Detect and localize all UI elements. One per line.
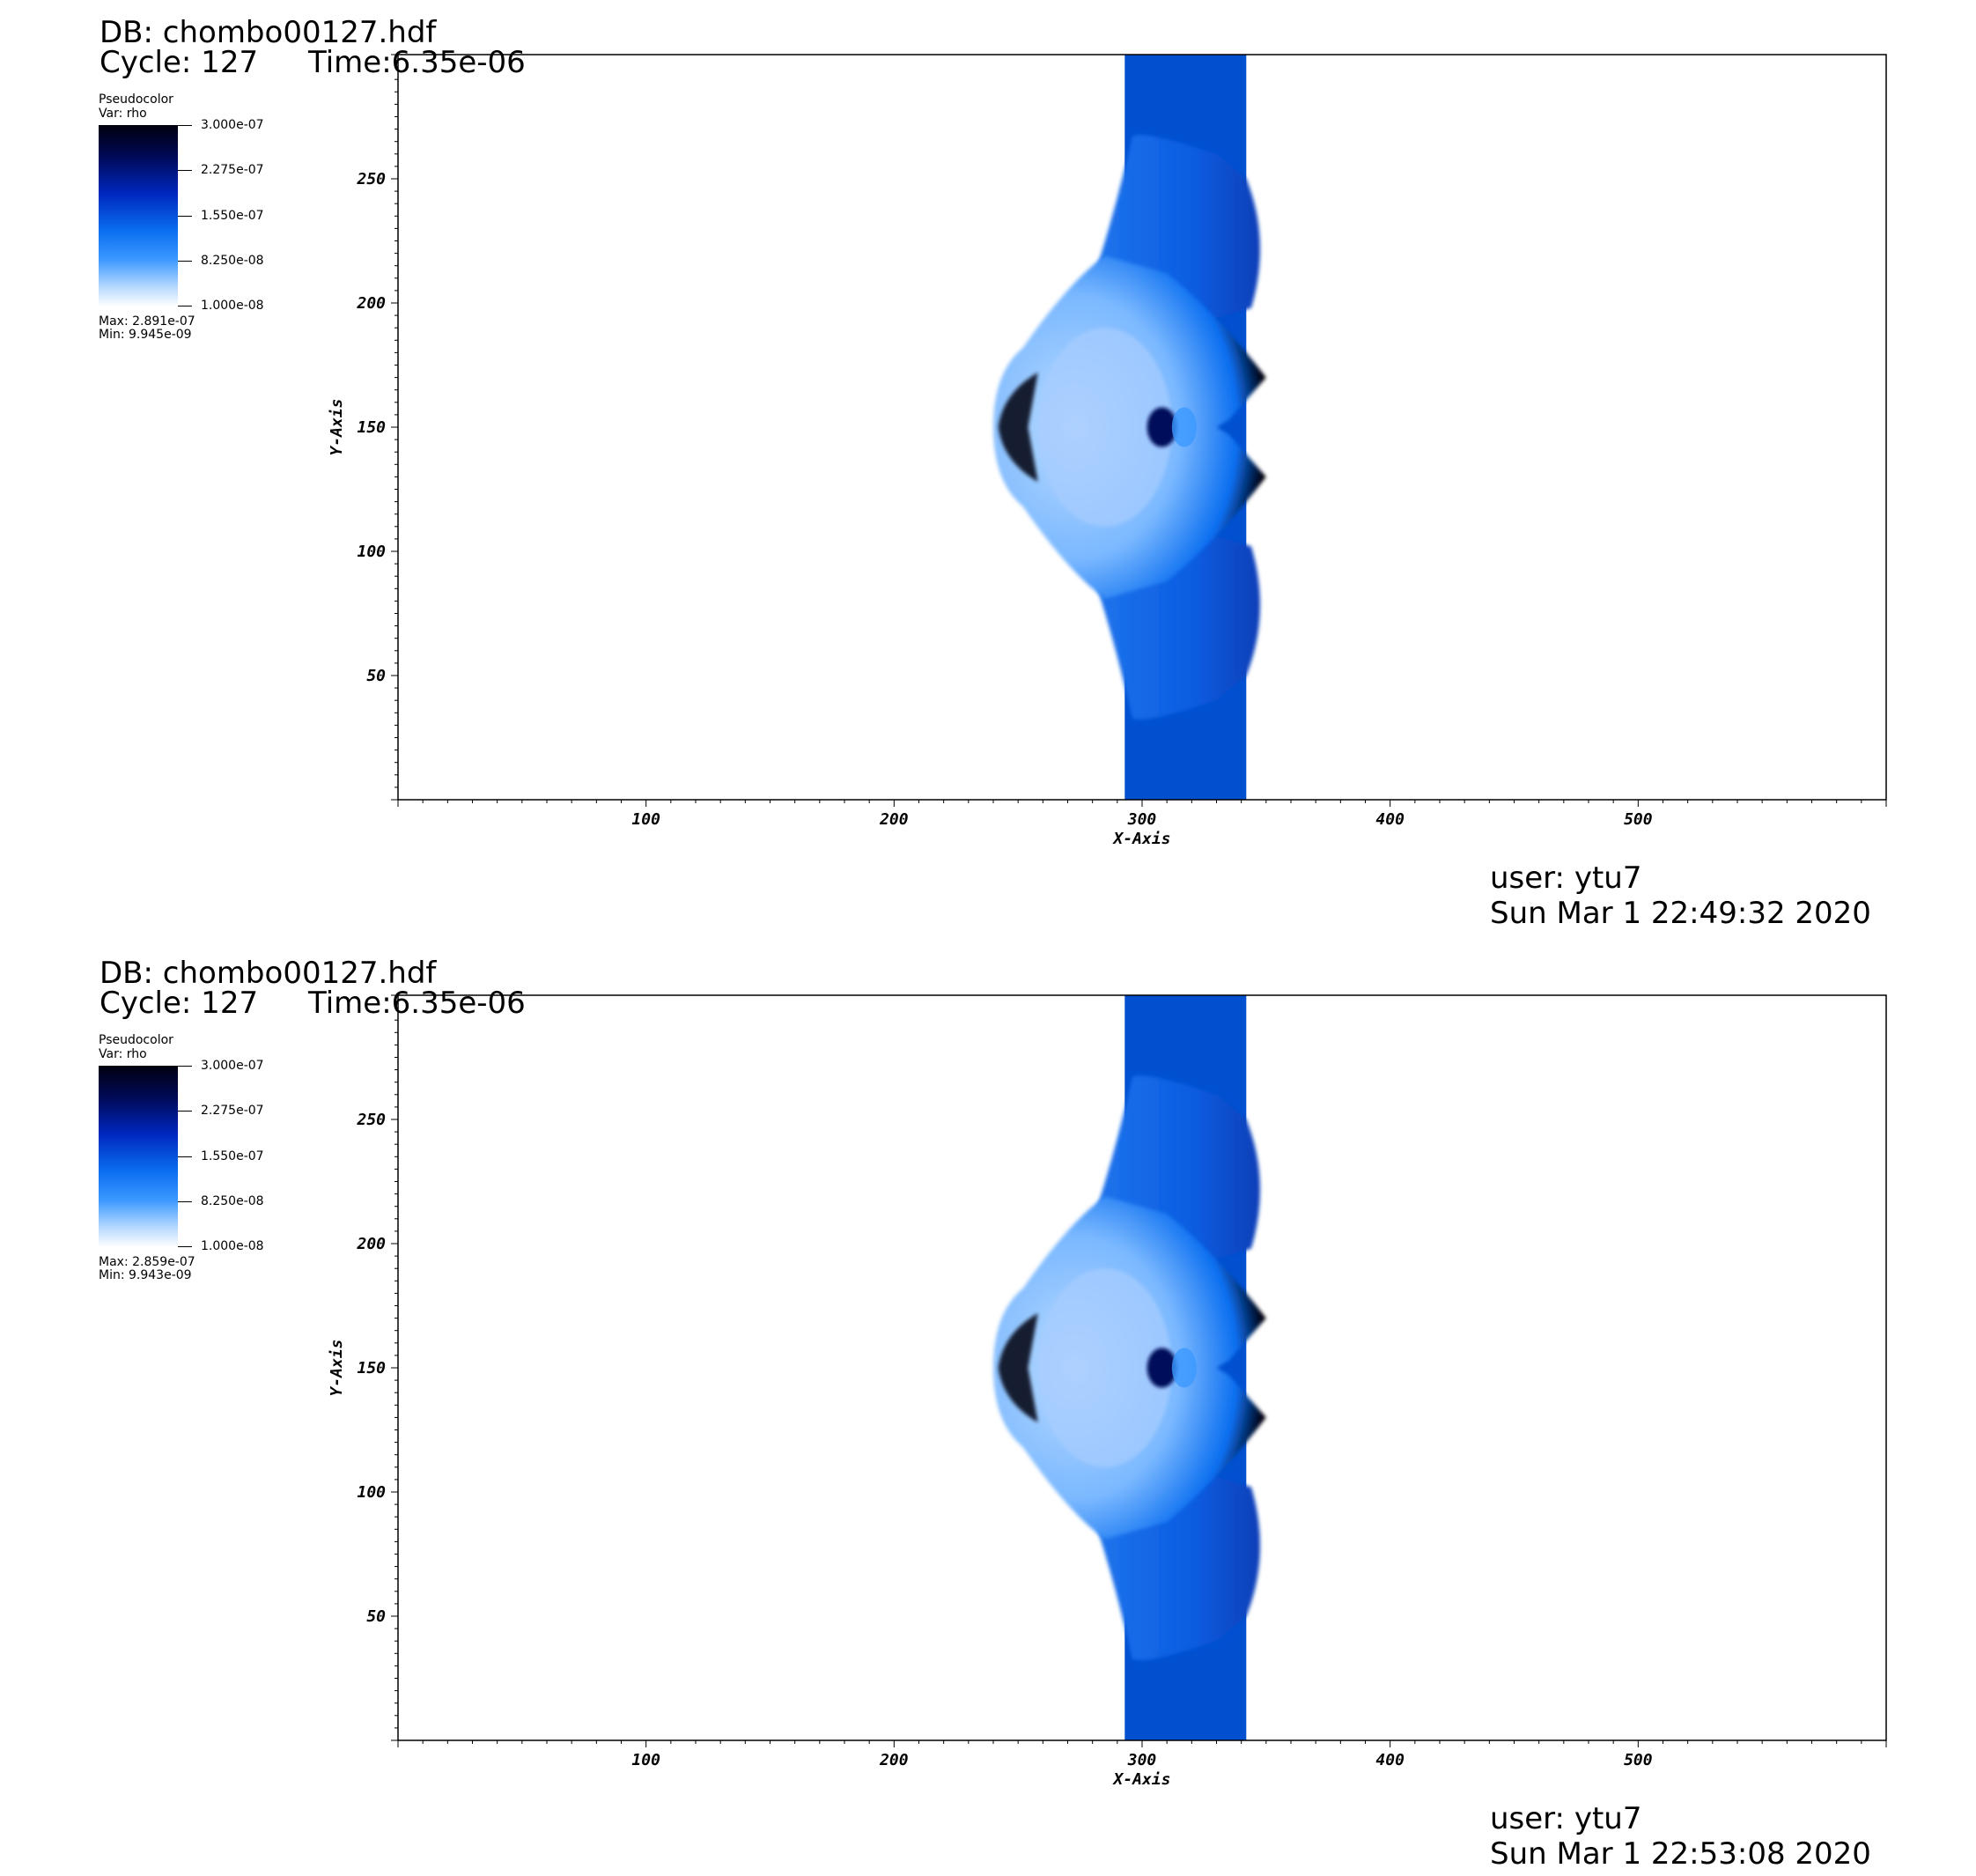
- chart-svg: 100 200 300 400 500 50 100 150 200 250 X-Axis Y-Axi…: [328, 54, 1887, 848]
- legend-tick: [178, 216, 192, 217]
- x-tick-label: 500: [1624, 810, 1653, 829]
- legend-max: Max: 2.859e-07: [99, 1255, 195, 1269]
- knot-halo: [1171, 407, 1197, 447]
- legend-tick-label: 8.250e-08: [201, 254, 264, 268]
- colorbar: [99, 125, 178, 307]
- chart-svg: 100 200 300 400 500 50 100 150 200 250 X-Axis Y-Axi…: [328, 994, 1887, 1789]
- time-label: Time:6.35e-06: [308, 45, 526, 80]
- x-axis-label: X-Axis: [1111, 1770, 1170, 1789]
- y-tick-label: 250: [356, 1111, 386, 1129]
- x-tick-label: 300: [1127, 1751, 1157, 1769]
- legend-tick-label: 2.275e-07: [201, 1104, 264, 1118]
- db-label: DB: chombo00127.hdf: [100, 956, 437, 991]
- x-tick-label: 400: [1375, 1751, 1405, 1769]
- legend-title: Pseudocolor: [99, 92, 173, 107]
- legend-tick-label: 1.550e-07: [201, 209, 264, 223]
- y-tick-label: 100: [357, 1483, 386, 1502]
- y-tick-label: 200: [356, 1235, 386, 1253]
- plot-panel-top: DB: chombo00127.hdf Cycle: 127 Time:6.35…: [0, 0, 1976, 935]
- legend-tick-label: 8.250e-08: [201, 1194, 264, 1208]
- legend-tick: [178, 306, 192, 307]
- db-label: DB: chombo00127.hdf: [100, 15, 437, 50]
- y-axis-label: Y-Axis: [328, 1339, 346, 1396]
- legend-tick-label: 1.000e-08: [201, 299, 264, 313]
- y-tick-label: 100: [357, 543, 386, 561]
- y-tick-label: 50: [366, 1607, 386, 1626]
- colorbar-legend: Pseudocolor Var: rho 3.000e-07 2.275e-07…: [99, 93, 292, 349]
- colorbar: [99, 1066, 178, 1247]
- y-tick-label: 150: [357, 418, 386, 437]
- legend-min: Min: 9.945e-09: [99, 328, 192, 342]
- legend-tick-label: 3.000e-07: [201, 118, 264, 132]
- legend-title: Pseudocolor: [99, 1033, 173, 1047]
- inner-region: [1037, 328, 1172, 527]
- legend-tick-label: 3.000e-07: [201, 1059, 264, 1073]
- x-tick-label: 100: [631, 810, 660, 829]
- y-tick-label: 150: [357, 1359, 386, 1377]
- legend-tick: [178, 1111, 192, 1112]
- legend-var: Var: rho: [99, 1047, 147, 1061]
- x-tick-label: 100: [631, 1751, 660, 1769]
- date-label: Sun Mar 1 22:53:08 2020: [1490, 1836, 1871, 1872]
- legend-var: Var: rho: [99, 107, 147, 121]
- density-knot: [1147, 1348, 1177, 1388]
- legend-tick-label: 1.000e-08: [201, 1239, 264, 1253]
- cycle-label: Cycle: 127: [100, 45, 259, 80]
- x-tick-label: 200: [879, 810, 909, 829]
- legend-tick: [178, 1156, 192, 1157]
- time-label: Time:6.35e-06: [308, 986, 526, 1021]
- legend-tick: [178, 1066, 192, 1067]
- x-tick-label: 400: [1375, 810, 1405, 829]
- y-tick-label: 200: [356, 294, 386, 313]
- legend-min: Min: 9.943e-09: [99, 1268, 192, 1282]
- y-tick-label: 50: [366, 667, 386, 685]
- knot-halo: [1171, 1348, 1197, 1388]
- x-tick-label: 200: [879, 1751, 909, 1769]
- legend-tick-label: 2.275e-07: [201, 163, 264, 177]
- x-tick-label: 500: [1624, 1751, 1653, 1769]
- user-label: user: ytu7: [1490, 860, 1642, 896]
- legend-tick: [178, 170, 192, 171]
- x-tick-label: 300: [1127, 810, 1157, 829]
- legend-tick: [178, 261, 192, 262]
- date-label: Sun Mar 1 22:49:32 2020: [1490, 896, 1871, 931]
- shock-front: [998, 372, 1038, 483]
- x-axis-label: X-Axis: [1111, 830, 1170, 848]
- legend-max: Max: 2.891e-07: [99, 314, 195, 329]
- y-tick-label: 250: [356, 170, 386, 188]
- cycle-label: Cycle: 127: [100, 986, 259, 1021]
- density-knot: [1147, 407, 1177, 447]
- legend-tick: [178, 1246, 192, 1247]
- user-label: user: ytu7: [1490, 1801, 1642, 1836]
- inner-region: [1037, 1268, 1172, 1467]
- legend-tick: [178, 1201, 192, 1202]
- y-axis-label: Y-Axis: [328, 398, 346, 455]
- legend-tick-label: 1.550e-07: [201, 1149, 264, 1163]
- colorbar-legend: Pseudocolor Var: rho 3.000e-07 2.275e-07…: [99, 1034, 292, 1289]
- legend-tick: [178, 125, 192, 126]
- shock-front: [998, 1312, 1038, 1423]
- plot-panel-bottom: DB: chombo00127.hdf Cycle: 127 Time:6.35…: [0, 941, 1976, 1876]
